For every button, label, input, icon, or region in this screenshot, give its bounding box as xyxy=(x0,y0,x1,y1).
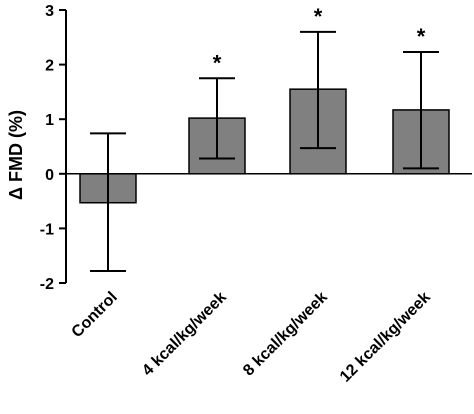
y-tick-label: 1 xyxy=(45,112,54,129)
x-category-label: 8 kcal/kg/week xyxy=(240,289,331,380)
error-bar xyxy=(90,132,126,272)
error-bars xyxy=(90,30,439,272)
significance-marker: * xyxy=(417,24,426,49)
x-category-label: 12 kcal/kg/week xyxy=(337,289,434,386)
error-bar xyxy=(403,51,439,170)
x-category-label: Control xyxy=(69,289,121,341)
y-axis-title: Δ FMD (%) xyxy=(6,110,26,200)
significance-marker: * xyxy=(314,4,323,29)
error-bar xyxy=(199,77,235,160)
y-tick-label: 2 xyxy=(45,58,54,75)
y-ticks: -2 -1 0 1 2 3 xyxy=(40,3,66,293)
significance-marker: * xyxy=(213,50,222,75)
x-category-labels: Control 4 kcal/kg/week 8 kcal/kg/week 12 kc… xyxy=(69,289,434,386)
x-category-label: 4 kcal/kg/week xyxy=(139,289,230,380)
y-tick-label: 3 xyxy=(45,3,54,20)
error-bar xyxy=(300,30,336,150)
y-tick-label: 0 xyxy=(45,167,54,184)
bars xyxy=(79,88,450,204)
significance-markers: * * * xyxy=(213,4,426,75)
y-tick-label: -2 xyxy=(40,276,54,293)
y-tick-label: -1 xyxy=(40,221,54,238)
